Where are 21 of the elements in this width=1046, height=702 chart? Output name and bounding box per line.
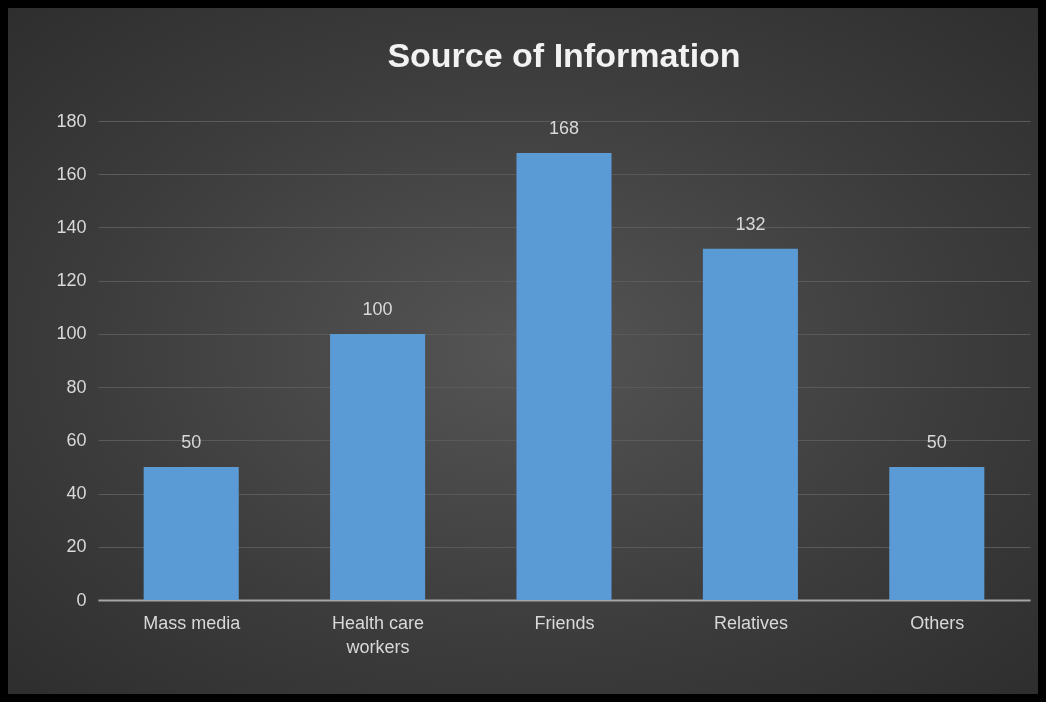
x-tick-label: Health care workers bbox=[332, 612, 425, 657]
x-tick-label: Others bbox=[910, 612, 965, 633]
data-label: 132 bbox=[735, 213, 766, 234]
x-tick-label: Relatives bbox=[713, 612, 788, 633]
x-tick-label: Mass media bbox=[143, 612, 242, 633]
y-tick-label: 80 bbox=[66, 376, 87, 397]
y-tick-label: 40 bbox=[66, 483, 87, 504]
y-tick-label: 100 bbox=[56, 323, 87, 344]
data-label: 50 bbox=[181, 431, 202, 452]
y-tick-label: 140 bbox=[56, 216, 87, 237]
y-tick-label: 160 bbox=[56, 163, 87, 184]
data-label: 100 bbox=[362, 298, 393, 319]
x-tick-label: Friends bbox=[534, 612, 595, 633]
y-tick-label: 20 bbox=[66, 536, 87, 557]
y-tick-label: 0 bbox=[76, 589, 87, 610]
chart-title: Source of Information bbox=[387, 36, 741, 74]
y-tick-label: 180 bbox=[56, 110, 87, 131]
y-tick-label: 60 bbox=[66, 429, 87, 450]
data-label: 50 bbox=[926, 431, 947, 452]
data-label: 168 bbox=[548, 117, 580, 138]
y-tick-label: 120 bbox=[56, 270, 87, 291]
